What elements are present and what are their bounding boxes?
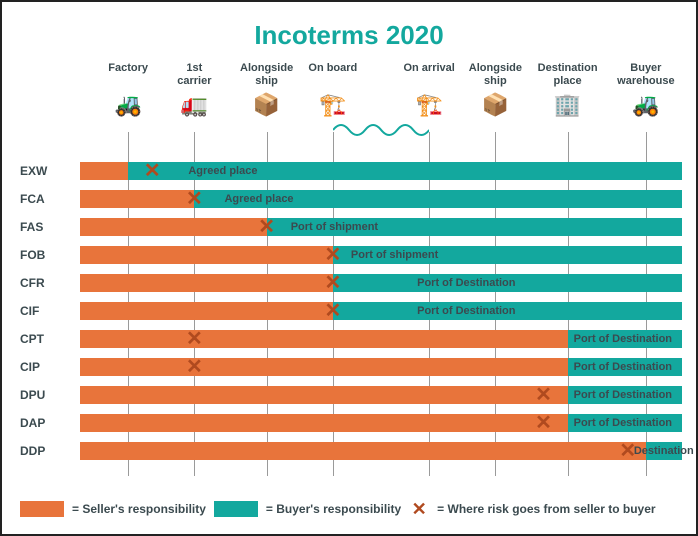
seller-bar — [80, 246, 333, 264]
risk-transfer-icon: ✕ — [322, 244, 344, 266]
incoterm-code: DPU — [20, 386, 72, 404]
seller-bar — [80, 162, 128, 180]
risk-transfer-icon: ✕ — [141, 160, 163, 182]
incoterm-row-cip: CIP ✕ Port of Destination — [20, 358, 678, 376]
legend-text-buyer: = Buyer's responsibility — [266, 502, 401, 516]
transfer-point-label: Agreed place — [188, 162, 257, 180]
seller-bar — [80, 274, 333, 292]
incoterm-row-dpu: DPU ✕ Port of Destination — [20, 386, 678, 404]
seller-bar — [80, 414, 568, 432]
seller-bar — [80, 442, 646, 460]
transfer-point-label: Agreed place — [224, 190, 293, 208]
rows-container: EXW ✕ Agreed place FCA ✕ Agreed place FAS ✕ Port… — [20, 162, 678, 476]
seller-bar — [80, 302, 333, 320]
legend-text-risk: = Where risk goes from seller to buyer — [437, 502, 655, 516]
forklift-icon: 🚜 — [114, 92, 141, 118]
transfer-point-label: Port of shipment — [291, 218, 378, 236]
incoterm-row-exw: EXW ✕ Agreed place — [20, 162, 678, 180]
risk-transfer-icon: ✕ — [322, 300, 344, 322]
risk-transfer-icon: ✕ — [183, 328, 205, 350]
column-label-alongside_ship: Alongside ship — [240, 62, 293, 87]
column-label-factory: Factory — [108, 62, 148, 75]
incoterm-code: EXW — [20, 162, 72, 180]
transfer-point-label: Port of Destination — [574, 358, 672, 376]
risk-transfer-icon: ✕ — [183, 188, 205, 210]
column-label-destination_place: Destination place — [538, 62, 598, 87]
incoterm-row-fas: FAS ✕ Port of shipment — [20, 218, 678, 236]
column-label-buyer_warehouse: Buyer warehouse — [617, 62, 674, 87]
seller-bar — [80, 386, 568, 404]
legend-swatch-buyer — [214, 501, 258, 517]
truck-icon: 🚛 — [181, 92, 208, 118]
sea-wave-icon — [333, 122, 429, 138]
risk-transfer-icon: ✕ — [533, 412, 555, 434]
crane-icon: 🏗️ — [415, 92, 442, 118]
risk-transfer-icon: ✕ — [256, 216, 278, 238]
transfer-point-label: Destination — [634, 442, 694, 460]
transfer-point-label: Port of Destination — [417, 302, 515, 320]
seller-bar — [80, 190, 194, 208]
box-icon: 📦 — [482, 92, 509, 118]
incoterm-code: CPT — [20, 330, 72, 348]
risk-transfer-icon: ✕ — [322, 272, 344, 294]
incoterm-code: DAP — [20, 414, 72, 432]
incoterm-row-fob: FOB ✕ Port of shipment — [20, 246, 678, 264]
legend-risk-icon: ✕ — [409, 499, 429, 519]
incoterm-code: FOB — [20, 246, 72, 264]
seller-bar — [80, 330, 568, 348]
incoterm-row-fca: FCA ✕ Agreed place — [20, 190, 678, 208]
seller-bar — [80, 358, 568, 376]
building-icon: 🏢 — [554, 92, 581, 118]
risk-transfer-icon: ✕ — [533, 384, 555, 406]
legend-text-seller: = Seller's responsibility — [72, 502, 206, 516]
box-icon: 📦 — [253, 92, 280, 118]
incoterm-code: CFR — [20, 274, 72, 292]
incoterm-code: DDP — [20, 442, 72, 460]
page-title: Incoterms 2020 — [2, 20, 696, 51]
incoterm-code: CIP — [20, 358, 72, 376]
risk-transfer-icon: ✕ — [183, 356, 205, 378]
incoterm-code: CIF — [20, 302, 72, 320]
incoterm-row-dap: DAP ✕ Port of Destination — [20, 414, 678, 432]
title-text: Incoterms 2020 — [254, 20, 443, 50]
incoterm-code: FCA — [20, 190, 72, 208]
incoterm-row-cfr: CFR ✕ Port of Destination — [20, 274, 678, 292]
incoterm-row-cpt: CPT ✕ Port of Destination — [20, 330, 678, 348]
transfer-point-label: Port of Destination — [574, 386, 672, 404]
incoterms-chart: Factory 🚜 1st carrier 🚛 Alongside ship 📦 On bo… — [20, 62, 678, 516]
transfer-point-label: Port of shipment — [351, 246, 438, 264]
column-label-first_carrier: 1st carrier — [177, 62, 211, 87]
transfer-point-label: Port of Destination — [574, 414, 672, 432]
incoterm-code: FAS — [20, 218, 72, 236]
incoterm-row-cif: CIF ✕ Port of Destination — [20, 302, 678, 320]
transfer-point-label: Port of Destination — [417, 274, 515, 292]
column-label-alongside_ship_dest: Alongside ship — [469, 62, 522, 87]
legend: = Seller's responsibility = Buyer's resp… — [20, 498, 678, 520]
seller-bar — [80, 218, 267, 236]
page-frame: Incoterms 2020 Factory 🚜 1st carrier 🚛 Along… — [0, 0, 698, 536]
forklift-icon: 🚜 — [632, 92, 659, 118]
transfer-point-label: Port of Destination — [574, 330, 672, 348]
crane-icon: 🏗️ — [319, 92, 346, 118]
column-label-on_arrival: On arrival — [403, 62, 454, 75]
legend-swatch-seller — [20, 501, 64, 517]
column-label-on_board: On board — [308, 62, 357, 75]
incoterm-row-ddp: DDP✕Destination — [20, 442, 678, 460]
